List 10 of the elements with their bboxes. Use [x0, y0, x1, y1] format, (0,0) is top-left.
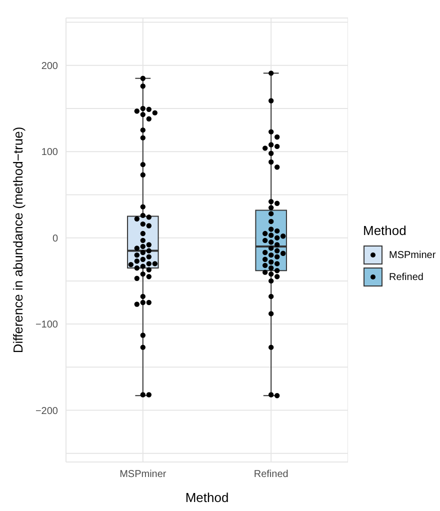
y-tick-label: 200 — [41, 60, 58, 72]
y-tick-label: 100 — [41, 147, 58, 158]
legend-label: Refined — [389, 272, 424, 282]
y-axis-title: Difference in abundance (method−true) — [10, 126, 26, 354]
y-tick-label: −200 — [35, 406, 58, 417]
legend-label: MSPminer — [389, 250, 436, 260]
y-tick-label: −100 — [35, 320, 58, 331]
y-tick-label: 0 — [52, 233, 58, 244]
x-axis-title: Method — [185, 490, 229, 505]
legend-title: Method — [363, 223, 408, 238]
